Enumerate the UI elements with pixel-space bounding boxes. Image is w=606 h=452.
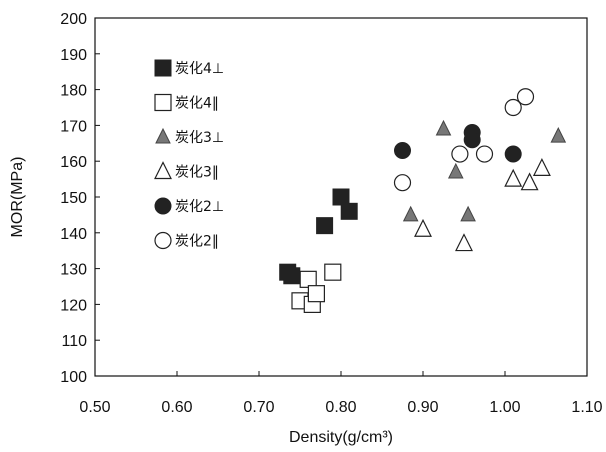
legend-item: 炭化2‖: [154, 231, 219, 250]
x-tick-label: 0.80: [325, 399, 356, 416]
data-point: [504, 145, 522, 163]
x-axis-label: Density(g/cm³): [289, 429, 393, 446]
data-point: [414, 218, 432, 237]
data-point: [460, 205, 476, 222]
data-point: [451, 145, 469, 163]
legend-label: 炭化3⊥: [175, 130, 224, 146]
data-point: [299, 270, 317, 288]
data-point: [550, 127, 567, 143]
legend-item: 炭化2⊥: [154, 197, 224, 215]
y-tick-label: 180: [60, 83, 87, 100]
data-point: [402, 205, 419, 222]
y-axis-label: MOR(MPa): [9, 157, 26, 238]
legend-label: 炭化2‖: [175, 234, 219, 250]
x-tick-label: 0.90: [407, 399, 438, 416]
y-tick-label: 170: [60, 118, 87, 135]
data-point: [332, 188, 350, 206]
data-point: [340, 202, 358, 220]
data-point: [463, 131, 481, 149]
legend-marker: [154, 231, 172, 250]
data-point: [394, 141, 411, 159]
legend-marker: [154, 59, 172, 77]
legend-label: 炭化2⊥: [175, 199, 224, 215]
y-tick-label: 190: [60, 47, 87, 64]
data-point: [455, 233, 473, 252]
x-axis-ticks: 0.50 0.60 0.70 0.80 0.90 1.00 1.10: [79, 371, 603, 416]
x-tick-label: 0.60: [161, 399, 192, 416]
legend-label: 炭化4⊥: [175, 61, 224, 77]
legend-marker: [154, 161, 172, 180]
data-point: [447, 162, 464, 179]
data-point: [307, 285, 325, 303]
legend-marker: [154, 93, 172, 112]
legend-item: 炭化4⊥: [154, 59, 224, 77]
legend-marker: [154, 197, 172, 215]
legend-marker: [155, 127, 171, 144]
x-tick-label: 0.70: [243, 399, 274, 416]
data-point: [435, 119, 452, 136]
data-point: [532, 158, 551, 176]
data-point: [516, 88, 535, 106]
y-tick-label: 100: [60, 369, 87, 386]
data-point: [475, 145, 494, 163]
y-tick-label: 160: [60, 154, 87, 171]
y-tick-label: 140: [60, 226, 87, 243]
y-tick-label: 130: [60, 262, 87, 279]
y-tick-label: 120: [60, 297, 87, 314]
legend-item: 炭化4‖: [154, 93, 219, 112]
y-tick-label: 110: [61, 333, 87, 350]
data-point: [504, 98, 522, 117]
data-point: [283, 267, 301, 285]
y-tick-label: 150: [60, 190, 87, 207]
y-tick-label: 200: [60, 11, 87, 28]
legend-label: 炭化3‖: [175, 165, 219, 181]
data-point: [520, 172, 539, 191]
data-point: [324, 263, 342, 281]
legend-item: 炭化3‖: [154, 161, 219, 181]
x-tick-label: 1.10: [571, 399, 602, 416]
legend: 炭化4⊥ 炭化4‖ 炭化3⊥ 炭化3‖ 炭化2⊥ 炭化2‖: [154, 59, 224, 250]
legend-label: 炭化4‖: [175, 96, 219, 112]
x-tick-label: 1.00: [489, 399, 520, 416]
data-point: [316, 217, 334, 235]
data-points: [279, 88, 567, 313]
data-point: [504, 168, 523, 187]
legend-item: 炭化3⊥: [155, 127, 224, 146]
data-point: [393, 174, 412, 192]
x-tick-label: 0.50: [79, 399, 110, 416]
y-axis-ticks: 100 110 120 130 140 150 160 170 180 190 200: [60, 11, 100, 386]
